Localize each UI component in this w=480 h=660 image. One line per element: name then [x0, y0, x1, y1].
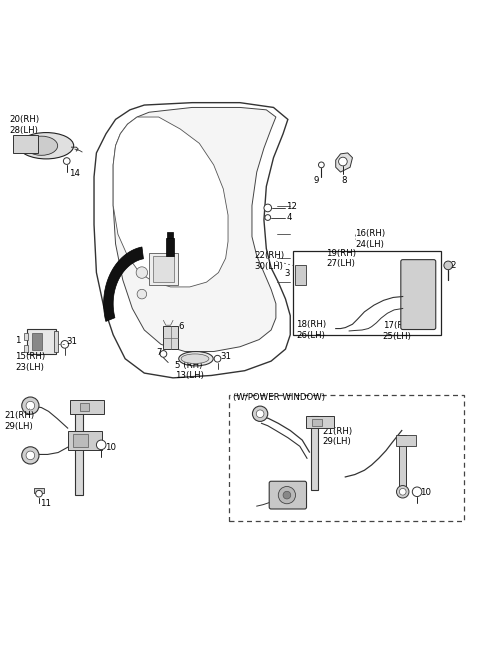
FancyBboxPatch shape: [401, 259, 436, 329]
Circle shape: [283, 491, 291, 499]
Ellipse shape: [19, 133, 74, 159]
Circle shape: [36, 490, 42, 497]
Text: (W/POWER WINDOW): (W/POWER WINDOW): [233, 393, 325, 403]
Bar: [27, 329, 56, 354]
Bar: [396, 436, 416, 446]
Circle shape: [96, 440, 106, 449]
Bar: [75, 402, 84, 495]
Bar: [73, 434, 88, 447]
Circle shape: [265, 214, 271, 220]
Polygon shape: [336, 153, 352, 172]
Bar: [34, 488, 44, 493]
Text: 31: 31: [67, 337, 78, 346]
Bar: [12, 135, 37, 153]
FancyBboxPatch shape: [269, 481, 307, 509]
Text: 7: 7: [157, 348, 162, 358]
Circle shape: [137, 289, 147, 299]
Circle shape: [319, 162, 324, 168]
Circle shape: [252, 406, 268, 422]
Circle shape: [160, 350, 167, 357]
Text: 5 (RH)
13(LH): 5 (RH) 13(LH): [175, 361, 204, 380]
Bar: [312, 418, 323, 426]
Text: 3: 3: [285, 269, 290, 278]
Circle shape: [26, 401, 35, 410]
Bar: [311, 416, 319, 490]
Text: 31: 31: [220, 352, 231, 361]
Circle shape: [22, 447, 39, 464]
Bar: [306, 416, 334, 428]
Text: 19(RH)
27(LH): 19(RH) 27(LH): [326, 249, 356, 268]
Bar: [24, 345, 28, 352]
Text: 18(RH)
26(LH): 18(RH) 26(LH): [297, 320, 326, 340]
Text: 2: 2: [451, 261, 456, 270]
Text: 10: 10: [105, 443, 116, 451]
Bar: [80, 403, 89, 411]
Bar: [32, 333, 42, 350]
Bar: [153, 256, 174, 282]
Text: 15(RH)
23(LH): 15(RH) 23(LH): [15, 352, 45, 372]
Circle shape: [136, 267, 148, 279]
Circle shape: [412, 487, 422, 496]
Bar: [166, 238, 174, 256]
Bar: [399, 436, 406, 490]
Text: 21(RH)
29(LH): 21(RH) 29(LH): [4, 411, 35, 430]
Circle shape: [256, 410, 264, 418]
Text: 8: 8: [342, 176, 347, 185]
Polygon shape: [113, 117, 228, 287]
Text: 22(RH)
30(LH): 22(RH) 30(LH): [254, 251, 285, 271]
Text: 11: 11: [40, 499, 51, 508]
Bar: [54, 331, 58, 352]
Circle shape: [399, 488, 406, 495]
Circle shape: [264, 204, 272, 212]
Circle shape: [444, 261, 453, 270]
Circle shape: [63, 158, 70, 164]
Bar: [163, 326, 178, 349]
Text: 4: 4: [287, 213, 292, 222]
Bar: [24, 333, 28, 340]
Text: 20(RH)
28(LH): 20(RH) 28(LH): [9, 115, 39, 135]
Ellipse shape: [179, 352, 213, 366]
Circle shape: [22, 397, 39, 414]
Circle shape: [396, 486, 409, 498]
Circle shape: [278, 486, 296, 504]
Text: 1: 1: [15, 336, 21, 345]
Text: 14: 14: [69, 168, 80, 178]
Ellipse shape: [181, 354, 209, 364]
Text: 10: 10: [420, 488, 431, 497]
Text: 12: 12: [287, 203, 298, 211]
Circle shape: [214, 355, 221, 362]
Text: 9: 9: [314, 176, 319, 185]
Polygon shape: [104, 247, 144, 321]
Bar: [167, 232, 173, 238]
Text: 17(RH)
25(LH): 17(RH) 25(LH): [383, 321, 413, 341]
Circle shape: [26, 451, 35, 460]
Text: 6: 6: [179, 322, 184, 331]
Bar: [295, 265, 306, 284]
Ellipse shape: [25, 136, 58, 155]
Bar: [70, 401, 104, 414]
Circle shape: [338, 157, 347, 166]
Polygon shape: [113, 108, 276, 352]
Text: 21(RH)
29(LH): 21(RH) 29(LH): [323, 426, 352, 446]
Text: 16(RH)
24(LH): 16(RH) 24(LH): [355, 230, 385, 249]
Bar: [68, 430, 102, 449]
Circle shape: [61, 341, 69, 348]
Bar: [149, 253, 178, 284]
Bar: [293, 251, 441, 335]
